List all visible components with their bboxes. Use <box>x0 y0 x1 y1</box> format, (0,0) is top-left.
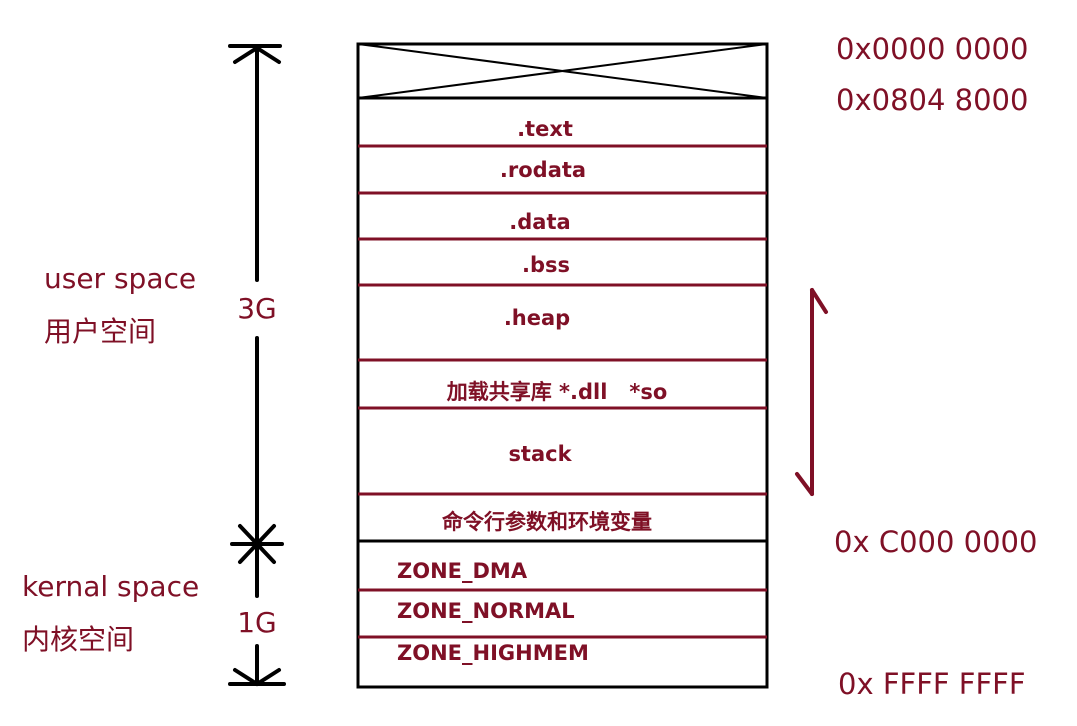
segment-data: .data <box>509 210 570 234</box>
kernel-space-size: 1G <box>237 606 277 639</box>
segment-shared-libs: 加载共享库 *.dll *so <box>446 380 668 404</box>
user-space-size: 3G <box>237 292 277 325</box>
kernel-space-title-cn: 内核空间 <box>22 623 134 656</box>
segment-dividers <box>358 144 767 496</box>
address-text-start: 0x0804 8000 <box>836 83 1028 117</box>
kernel-space-title: kernal space <box>22 570 199 603</box>
address-bottom: 0x FFFF FFFF <box>838 667 1026 701</box>
zone-dividers <box>358 588 767 639</box>
double-arrow-icon <box>795 288 828 496</box>
size-dimension-lines <box>228 44 286 687</box>
segment-bss: .bss <box>522 253 570 277</box>
segment-rodata: .rodata <box>500 158 586 182</box>
user-space-title-cn: 用户空间 <box>44 315 156 348</box>
address-kernel-start: 0x C000 0000 <box>834 525 1037 559</box>
zone-highmem: ZONE_HIGHMEM <box>397 641 589 665</box>
memory-outline <box>356 42 769 689</box>
user-space-title: user space <box>44 262 196 295</box>
segment-args-env: 命令行参数和环境变量 <box>442 510 652 534</box>
reserved-region <box>356 42 769 100</box>
address-top: 0x0000 0000 <box>836 32 1028 66</box>
zone-dma: ZONE_DMA <box>397 559 528 583</box>
segment-heap: .heap <box>504 306 570 330</box>
segment-stack: stack <box>508 442 572 466</box>
zone-normal: ZONE_NORMAL <box>397 599 575 623</box>
segment-text: .text <box>517 117 573 141</box>
